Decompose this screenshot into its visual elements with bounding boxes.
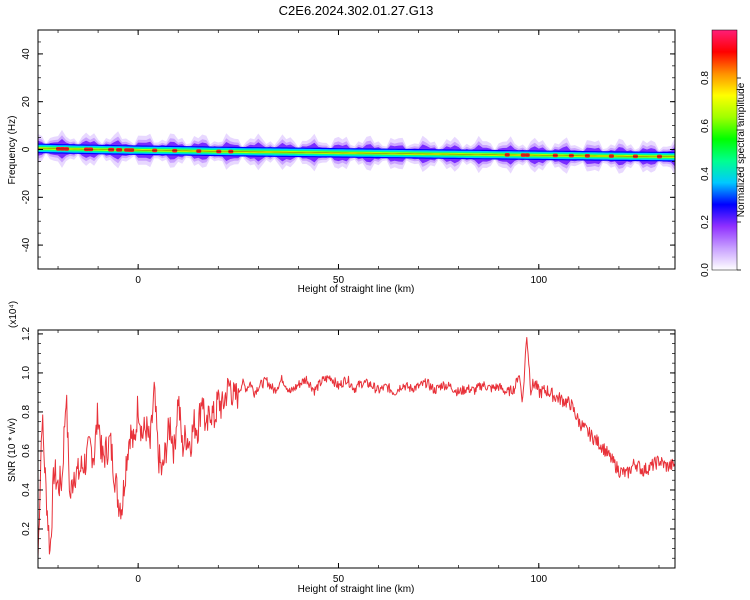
- snr-x-label: Height of straight line (km): [298, 584, 415, 595]
- y-tick-label: 0.4: [21, 483, 32, 497]
- snr-multiplier-label: (x10⁴): [8, 301, 19, 328]
- snr-series-line: [38, 337, 675, 559]
- x-tick-label: 50: [333, 275, 345, 286]
- y-tick-label: 40: [21, 48, 32, 60]
- x-tick-label: 0: [135, 574, 141, 585]
- spectrogram-panel: 0 50 100 -40 -20 0 20 40 Height of straight li…: [7, 29, 676, 295]
- x-tick-label: 100: [530, 275, 547, 286]
- snr-y-ticks: 0.2 0.4 0.6 0.8 1.0 1.2: [21, 327, 675, 569]
- snr-x-ticks: 0 50 100: [57, 330, 660, 585]
- spectrogram-ridge: [38, 148, 675, 157]
- colorbar: 0.0 0.2 0.4 0.6 0.8 Normalized spectral ampl…: [700, 29, 747, 277]
- y-tick-label: 1.0: [21, 366, 32, 380]
- y-tick-label: -40: [21, 237, 32, 252]
- x-tick-label: 0: [135, 275, 141, 286]
- colorbar-ticks: 0.0 0.2 0.4 0.6 0.8: [700, 71, 741, 277]
- colorbar-tick-label: 0.2: [700, 215, 711, 229]
- spectrogram-y-label: Frequency (Hz): [7, 116, 18, 185]
- x-tick-label: 100: [530, 574, 547, 585]
- y-tick-label: 0.8: [21, 405, 32, 419]
- colorbar-tick-label: 0.4: [700, 167, 711, 181]
- colorbar-label: Normalized spectral amplitude: [736, 82, 747, 217]
- y-tick-label: 0.6: [21, 444, 32, 458]
- snr-frame: [37, 329, 676, 569]
- spectrogram-x-ticks: 0 50 100: [57, 30, 660, 286]
- spectrogram-heatmap: [38, 129, 675, 176]
- y-tick-label: 0.2: [21, 522, 32, 536]
- snr-y-label: SNR (10 * v/v): [7, 418, 18, 482]
- x-tick-label: 50: [333, 574, 345, 585]
- y-tick-label: 20: [21, 96, 32, 108]
- y-tick-label: 0: [21, 146, 32, 152]
- colorbar-tick-label: 0.0: [700, 263, 711, 277]
- colorbar-tick-label: 0.6: [700, 119, 711, 133]
- snr-panel: 0 50 100 0.2 0.4 0.6 0.8 1.0 1.2 Height of stra…: [7, 301, 676, 595]
- colorbar-bar: [711, 29, 738, 271]
- y-tick-label: -20: [21, 190, 32, 205]
- y-tick-label: 1.2: [21, 327, 32, 341]
- colorbar-tick-label: 0.8: [700, 71, 711, 85]
- spectrogram-y-ticks: -40 -20 0 20 40: [21, 29, 675, 270]
- spectrogram-x-label: Height of straight line (km): [298, 284, 415, 295]
- chart-title: C2E6.2024.302.01.27.G13: [278, 3, 434, 18]
